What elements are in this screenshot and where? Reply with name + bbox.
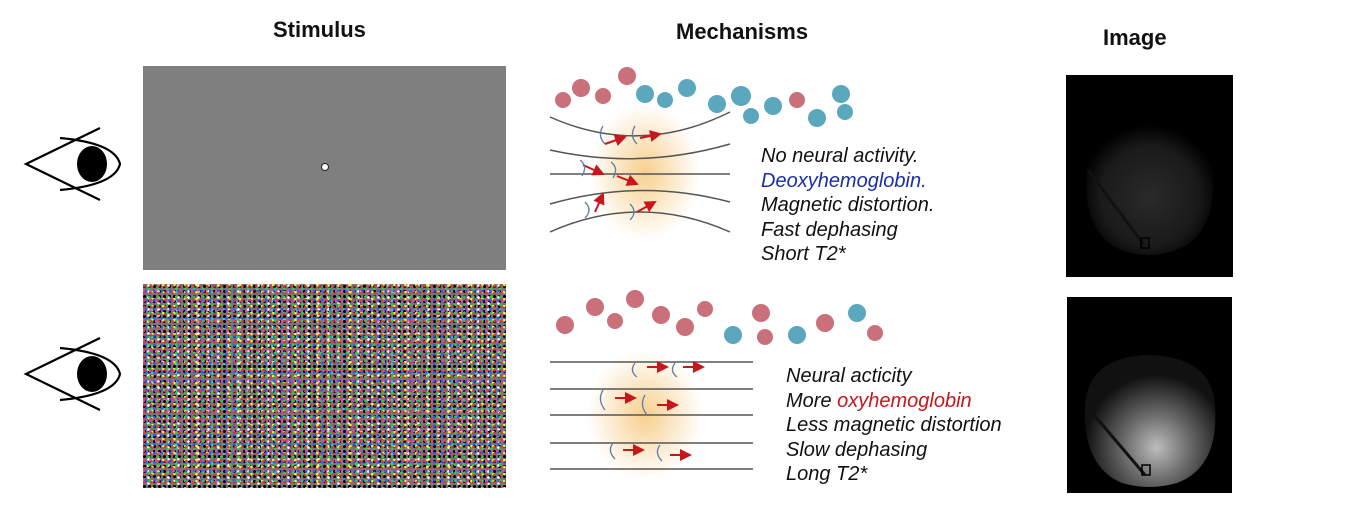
eye-icon bbox=[23, 127, 122, 201]
mri-image-rest bbox=[1066, 75, 1233, 277]
caption-line: Magnetic distortion. bbox=[761, 194, 935, 216]
eye-icon bbox=[23, 337, 122, 411]
noise-stimulus-panel bbox=[143, 284, 506, 488]
caption-line: Slow dephasing bbox=[786, 438, 928, 461]
magnetic-field-lines bbox=[550, 361, 753, 470]
fixation-dot bbox=[321, 163, 329, 171]
spin-arrow-icon bbox=[582, 130, 662, 213]
caption-line: Short T2* bbox=[761, 243, 846, 265]
hemoglobin-molecules bbox=[555, 67, 853, 127]
caption-line: More oxyhemoglobin bbox=[786, 389, 1002, 414]
deoxy-mechanism-diagram bbox=[549, 67, 853, 240]
hemoglobin-molecules bbox=[556, 290, 883, 345]
magnetic-field-lines bbox=[549, 111, 731, 233]
caption-prefix: More bbox=[786, 389, 838, 412]
deoxyhemoglobin-label: Deoxyhemoglobin. bbox=[761, 169, 927, 192]
mechanisms-header: Mechanisms bbox=[676, 19, 809, 44]
caption-line: Long T2* bbox=[786, 463, 868, 485]
caption-line: Neural acticity bbox=[786, 365, 912, 387]
caption-line: No neural activity. bbox=[761, 145, 919, 167]
active-caption: Neural acticity More oxyhemoglobin Less … bbox=[786, 364, 1002, 487]
image-header: Image bbox=[1103, 25, 1167, 50]
mri-image-active bbox=[1067, 297, 1232, 493]
oxyhemoglobin-label: oxyhemoglobin bbox=[837, 389, 972, 412]
oxy-mechanism-diagram bbox=[550, 290, 883, 480]
spin-arrow-icon bbox=[615, 361, 705, 461]
rest-stimulus-panel bbox=[143, 66, 506, 270]
rest-caption: No neural activity. Deoxyhemoglobin. Mag… bbox=[761, 144, 934, 267]
caption-line: Fast dephasing bbox=[761, 218, 898, 241]
caption-line: Less magnetic distortion bbox=[786, 414, 1002, 436]
stimulus-header: Stimulus bbox=[273, 17, 366, 42]
